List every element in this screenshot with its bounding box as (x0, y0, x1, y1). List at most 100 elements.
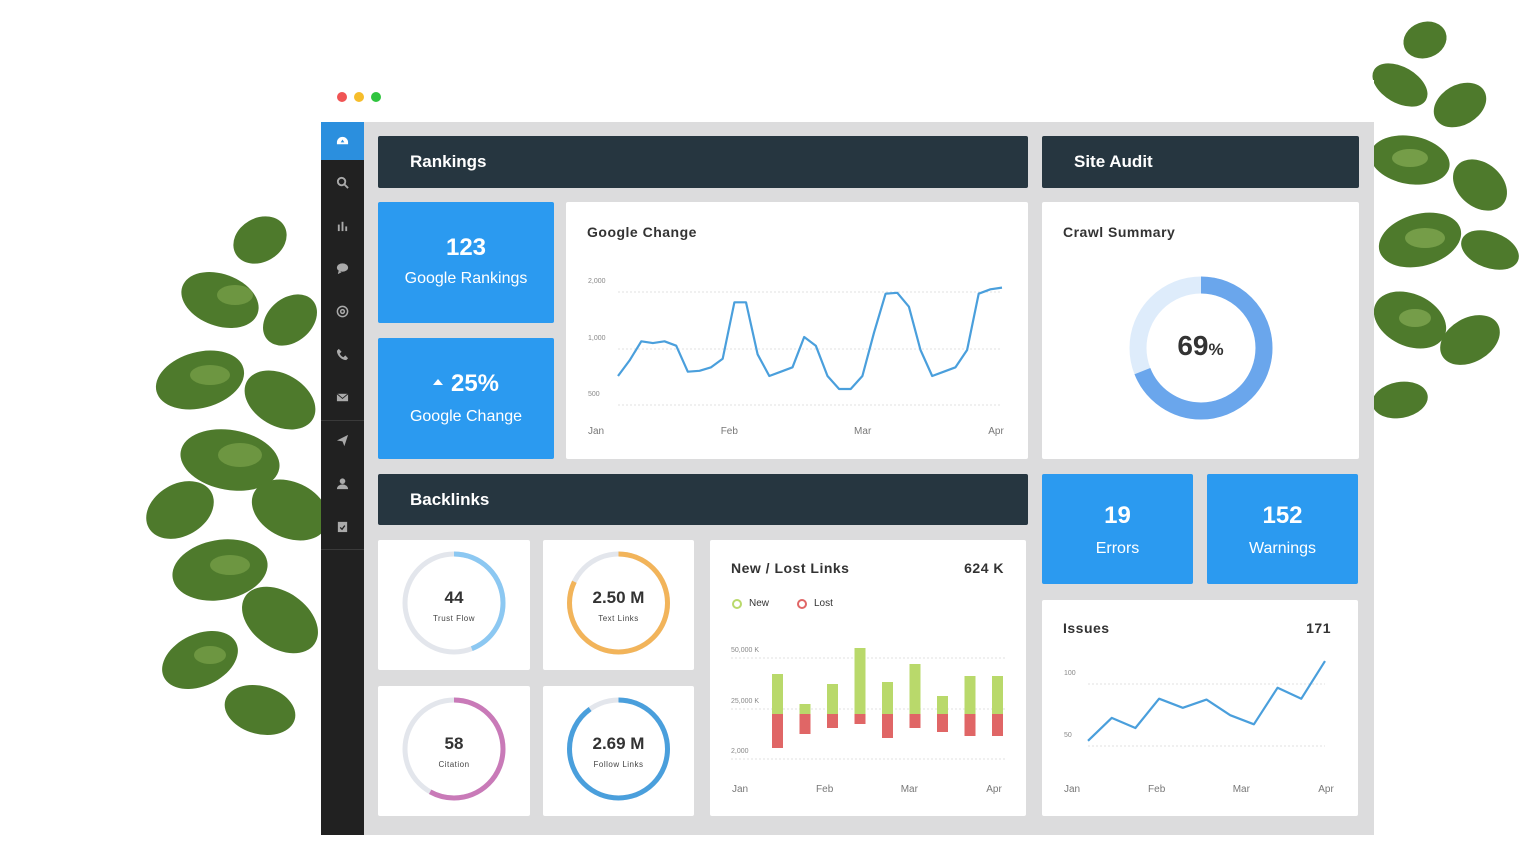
links-x-tick: Jan (732, 784, 748, 795)
new-lost-links-chart: 50,000 K 25,000 K 2,000 Jan Feb Mar Apr (731, 647, 1006, 795)
ring-progress (402, 551, 506, 655)
follow-links-value: 2.69 M (592, 734, 645, 753)
links-y-tick: 2,000 (731, 748, 749, 755)
google-change-x-tick: Jan (588, 426, 604, 437)
lost-links-bar (854, 714, 866, 724)
warnings-card[interactable]: 152 Warnings (1207, 474, 1358, 584)
errors-card[interactable]: 19 Errors (1042, 474, 1193, 584)
text-links-ring (567, 551, 670, 655)
sidebar-item-mail[interactable] (321, 378, 364, 416)
google-change-chart-card: Google Change 2,000 1,000 500 Jan Feb Mar Apr (566, 202, 1028, 459)
issues-title: Issues (1063, 620, 1110, 636)
google-change-x-tick: Apr (988, 426, 1004, 437)
maximize-window-dot[interactable] (371, 92, 381, 102)
follow-links-ring (567, 697, 670, 801)
lost-links-bar (827, 714, 838, 728)
legend-lost: Lost (797, 598, 833, 609)
sidebar-item-send[interactable] (321, 421, 364, 459)
new-lost-links-total: 624 K (964, 560, 1004, 576)
text-links-card[interactable]: 2.50 M Text Links (543, 540, 694, 670)
citation-ring (402, 697, 506, 801)
search-icon (336, 176, 349, 189)
citation-value: 58 (444, 734, 464, 753)
ring-progress (567, 551, 670, 655)
dashboard-icon (336, 136, 349, 144)
site-audit-header: Site Audit (1042, 136, 1359, 188)
clipboard-icon (337, 521, 348, 532)
sidebar-item-search[interactable] (321, 163, 364, 201)
google-change-label: Google Change (409, 408, 523, 425)
caret-up-icon (432, 378, 443, 385)
bar-chart-icon (337, 221, 348, 231)
lost-links-bar (799, 714, 811, 734)
lost-links-bar (964, 714, 976, 736)
at-icon (336, 305, 349, 317)
plant-left-decoration (140, 210, 340, 770)
phone-icon (336, 348, 349, 360)
close-window-dot[interactable] (337, 92, 347, 102)
mail-icon (336, 392, 349, 401)
google-change-series-line (617, 286, 1003, 391)
issues-x-tick: Apr (1318, 784, 1334, 795)
google-change-x-tick: Mar (854, 426, 872, 437)
trust-flow-value: 44 (444, 588, 464, 607)
trust-flow-ring (402, 551, 506, 655)
lost-links-bar (909, 714, 921, 728)
links-x-tick: Feb (816, 784, 834, 795)
minimize-window-dot[interactable] (354, 92, 364, 102)
errors-value: 19 (1104, 502, 1131, 529)
errors-label: Errors (1095, 540, 1140, 557)
legend-lost-marker (797, 598, 807, 609)
google-change-x-tick: Feb (721, 426, 739, 437)
new-links-bar (799, 704, 811, 714)
plant-right-decoration (1350, 10, 1525, 450)
google-change-chart-title: Google Change (587, 224, 697, 240)
issues-y-tick: 100 (1064, 670, 1076, 677)
trust-flow-card[interactable]: 44 Trust Flow (378, 540, 530, 670)
backlinks-header: Backlinks (378, 474, 1028, 525)
citation-card[interactable]: 58 Citation (378, 686, 530, 816)
sidebar-item-tasks[interactable] (321, 507, 364, 545)
google-rankings-label: Google Rankings (404, 270, 528, 287)
issues-x-tick: Jan (1064, 784, 1080, 795)
sidebar-item-users[interactable] (321, 464, 364, 502)
title-bar (321, 80, 1374, 122)
sidebar-divider (321, 549, 364, 550)
issues-total: 171 (1306, 620, 1331, 636)
new-links-bar (827, 684, 838, 714)
crawl-donut-fill (1129, 276, 1273, 420)
lost-links-bar (992, 714, 1003, 736)
sidebar-item-mentions[interactable] (321, 292, 364, 330)
lost-links-bar (882, 714, 893, 738)
new-links-bar (854, 648, 866, 714)
legend-new: New (732, 598, 769, 609)
sidebar-item-calls[interactable] (321, 335, 364, 373)
google-rankings-card[interactable]: 123 Google Rankings (378, 202, 554, 323)
crawl-summary-card: Crawl Summary 69% (1042, 202, 1359, 459)
new-lost-links-title: New / Lost Links (731, 560, 850, 576)
crawl-summary-value: 69% (1177, 330, 1224, 361)
google-change-y-tick: 2,000 (588, 278, 606, 285)
lost-links-bar (937, 714, 948, 732)
ring-progress (402, 697, 506, 801)
sidebar (321, 122, 364, 835)
chat-icon (336, 262, 349, 274)
google-change-y-tick: 1,000 (588, 335, 606, 342)
backlinks-title: Backlinks (410, 489, 490, 509)
new-links-bar (909, 664, 921, 714)
app-window: Rankings Site Audit 123 Google Rankings … (321, 80, 1374, 835)
links-y-tick: 50,000 K (731, 647, 759, 654)
follow-links-label: Follow Links (593, 760, 644, 769)
text-links-value: 2.50 M (592, 588, 645, 607)
issues-chart: 100 50 Jan Feb Mar Apr (1064, 660, 1334, 795)
links-y-tick: 25,000 K (731, 698, 759, 705)
google-change-card[interactable]: 25% Google Change (378, 338, 554, 459)
follow-links-card[interactable]: 2.69 M Follow Links (543, 686, 694, 816)
issues-series-line (1087, 660, 1326, 742)
links-x-tick: Apr (986, 784, 1002, 795)
new-links-bar (964, 676, 976, 714)
new-links-bar (992, 676, 1003, 714)
sidebar-item-dashboard[interactable] (321, 122, 364, 160)
sidebar-item-messages[interactable] (321, 249, 364, 287)
sidebar-item-reports[interactable] (321, 206, 364, 244)
